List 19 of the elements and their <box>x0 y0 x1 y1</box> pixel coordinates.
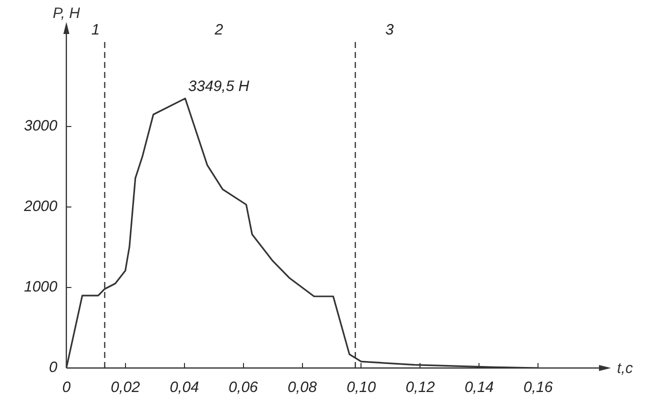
x-tick-label: 0 <box>62 379 72 396</box>
x-tick-label: 0,06 <box>228 379 259 396</box>
x-axis-title: t,c <box>617 360 634 377</box>
x-tick-label: 0,02 <box>110 379 141 396</box>
annotation: 3349,5 Н <box>188 78 250 96</box>
y-tick-label: 3000 <box>24 118 58 135</box>
x-tick-label: 0,10 <box>346 379 376 396</box>
x-tick-label: 0,14 <box>464 379 494 396</box>
x-tick-label: 0,08 <box>288 379 318 396</box>
x-tick-label: 0,16 <box>524 379 554 396</box>
y-tick-label: 0 <box>49 359 58 376</box>
annotation: 1 <box>91 22 100 39</box>
y-tick-label: 1000 <box>24 278 58 296</box>
y-tick-label: 2000 <box>22 198 58 216</box>
y-axis-title: P, Н <box>52 5 80 22</box>
x-tick-label: 0,04 <box>170 379 199 396</box>
x-tick-label: 0,12 <box>406 379 436 396</box>
annotation: 3 <box>385 22 394 39</box>
annotation: 2 <box>214 22 224 39</box>
